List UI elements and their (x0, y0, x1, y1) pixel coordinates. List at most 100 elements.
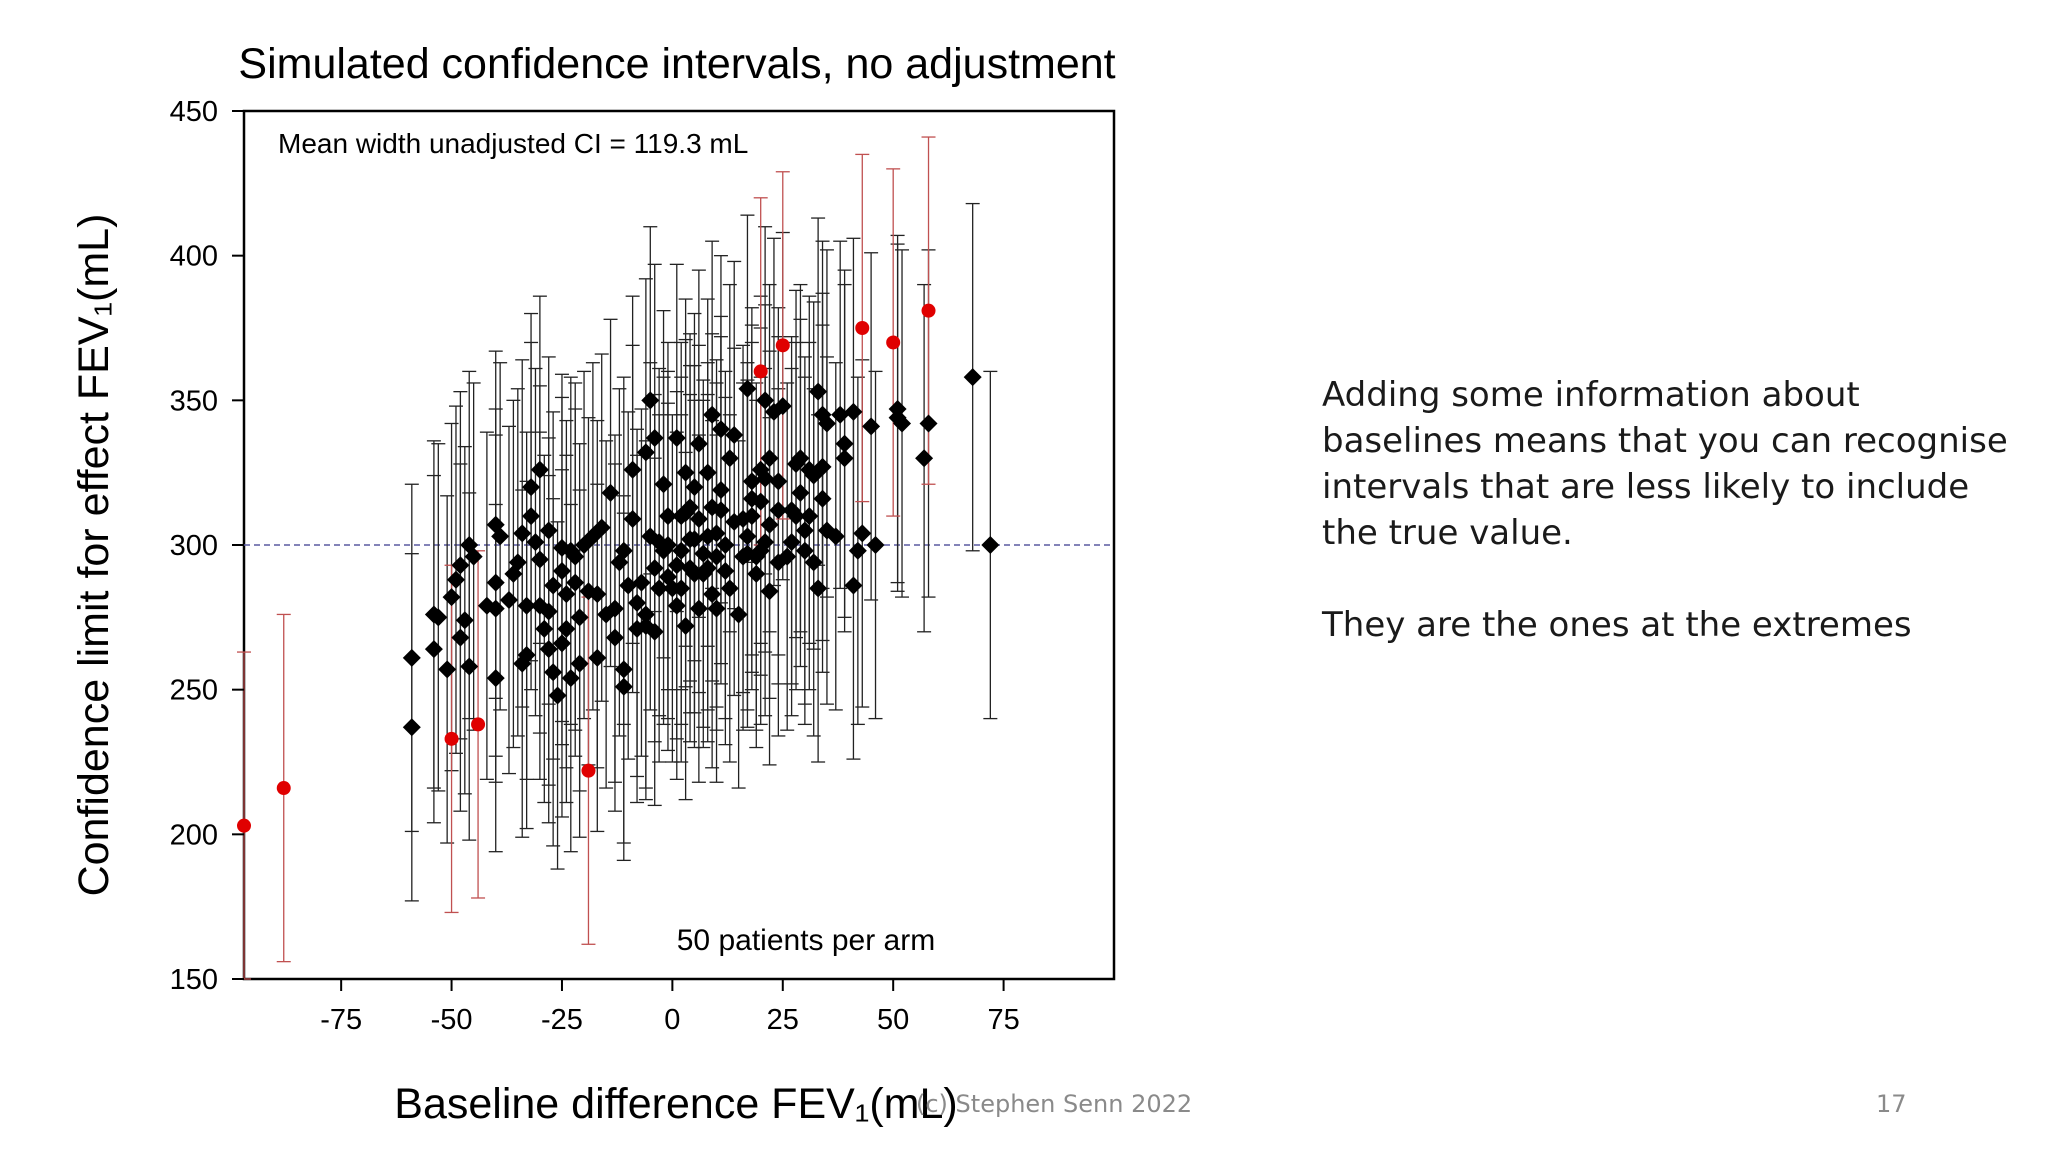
data-point (866, 536, 885, 554)
chart-title: Simulated confidence intervals, no adjus… (238, 40, 1115, 88)
data-point (619, 576, 638, 595)
data-point (552, 562, 571, 581)
data-point (570, 654, 589, 673)
y-tick-label: 450 (170, 96, 218, 128)
y-axis-label: Confidence limit for effect FEV₁(mL) (70, 214, 118, 897)
data-point (552, 634, 571, 653)
data-point (623, 509, 642, 528)
page-number: 17 (1876, 1090, 1907, 1118)
y-tick-label: 400 (170, 241, 218, 273)
data-point (429, 608, 448, 627)
data-point (981, 536, 1000, 554)
data-point (742, 507, 761, 526)
data-point (588, 585, 607, 604)
data-point (486, 599, 505, 618)
data-point (813, 489, 832, 508)
data-point (566, 573, 585, 592)
data-point (888, 400, 907, 419)
data-point (795, 521, 814, 540)
data-point (570, 608, 589, 627)
data-point (844, 576, 863, 595)
data-point (773, 397, 792, 416)
data-point (756, 391, 775, 410)
data-point (561, 669, 580, 688)
data-point (711, 420, 730, 439)
data-point (491, 527, 510, 546)
data-point (438, 660, 457, 679)
data-point (698, 463, 717, 482)
data-point (451, 628, 470, 647)
data-point (460, 657, 479, 676)
data-point (614, 677, 633, 696)
data-point-miss (886, 335, 901, 350)
data-point (522, 507, 541, 526)
y-tick-label: 350 (170, 385, 218, 417)
data-point-miss (921, 303, 936, 318)
data-point (791, 483, 810, 502)
data-point (544, 663, 563, 682)
data-point (486, 573, 505, 592)
data-point (632, 573, 651, 592)
data-point (628, 593, 647, 612)
data-point (809, 579, 828, 598)
data-point (817, 414, 836, 433)
y-axis-ticks: 150 200 250 300 350 400 450 (170, 96, 244, 996)
data-point (711, 501, 730, 520)
data-point (694, 544, 713, 563)
data-point (548, 686, 567, 705)
data-point (685, 530, 704, 549)
data-point (605, 628, 624, 647)
data-point (738, 379, 757, 398)
data-point (672, 579, 691, 598)
data-point (566, 547, 585, 566)
x-tick-label: -50 (431, 1004, 473, 1036)
data-point (835, 449, 854, 468)
x-axis-label: Baseline difference FEV₁(mL) (394, 1080, 957, 1128)
data-point (915, 449, 934, 468)
data-point (530, 550, 549, 569)
data-point (729, 605, 748, 624)
data-point (720, 449, 739, 468)
y-tick-label: 250 (170, 675, 218, 707)
data-point (667, 428, 686, 447)
data-point (601, 483, 620, 502)
data-point (711, 481, 730, 500)
data-point (658, 536, 677, 554)
data-point-miss (581, 763, 596, 778)
data-point (809, 382, 828, 401)
x-tick-label: 75 (987, 1004, 1019, 1036)
data-point (676, 463, 695, 482)
data-point (672, 541, 691, 560)
data-point (698, 559, 717, 578)
chart: Simulated confidence intervals, no adjus… (70, 40, 1116, 1128)
note-paragraph-1: Adding some information about baselines … (1322, 375, 2008, 553)
data-point (681, 498, 700, 517)
data-point (424, 640, 443, 659)
data-point (641, 391, 660, 410)
data-point (760, 449, 779, 468)
x-tick-label: -75 (320, 1004, 362, 1036)
data-point (557, 619, 576, 638)
footer-copyright: (c) Stephen Senn 2022 (916, 1090, 1193, 1118)
data-point-miss (775, 338, 790, 353)
data-point (756, 469, 775, 488)
data-point (402, 718, 421, 737)
data-point (716, 562, 735, 581)
data-point (707, 524, 726, 543)
data-point (530, 460, 549, 479)
data-point-miss (753, 364, 768, 379)
data-point (667, 596, 686, 615)
data-point (517, 645, 536, 664)
data-point (769, 472, 788, 491)
data-point (835, 434, 854, 453)
data-point (658, 507, 677, 526)
data-point (605, 599, 624, 618)
data-point (844, 402, 863, 421)
data-point (778, 547, 797, 566)
data-point (826, 527, 845, 546)
data-point-miss (276, 781, 291, 796)
data-point (517, 596, 536, 615)
data-point (557, 585, 576, 604)
data-point-miss (444, 731, 459, 746)
